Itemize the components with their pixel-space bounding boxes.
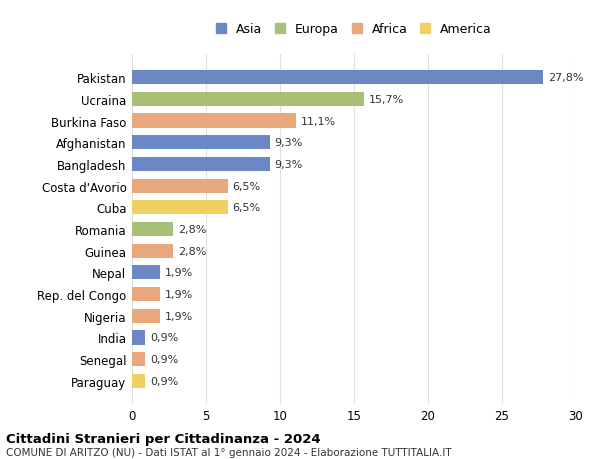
Bar (132, 114, 296, 129)
Legend: Asia, Europa, Africa, America: Asia, Europa, Africa, America (212, 19, 496, 40)
Bar (132, 374, 145, 388)
Bar (132, 330, 145, 345)
Text: 1,9%: 1,9% (164, 290, 193, 299)
Bar (132, 179, 228, 193)
Text: 6,5%: 6,5% (233, 181, 261, 191)
Bar (132, 266, 160, 280)
Text: 27,8%: 27,8% (548, 73, 583, 83)
Text: COMUNE DI ARITZO (NU) - Dati ISTAT al 1° gennaio 2024 - Elaborazione TUTTITALIA.: COMUNE DI ARITZO (NU) - Dati ISTAT al 1°… (6, 447, 452, 457)
Text: 9,3%: 9,3% (274, 138, 302, 148)
Bar (132, 93, 364, 106)
Text: 0,9%: 0,9% (150, 376, 178, 386)
Bar (132, 223, 173, 236)
Bar (132, 287, 160, 302)
Bar (132, 71, 544, 85)
Text: Cittadini Stranieri per Cittadinanza - 2024: Cittadini Stranieri per Cittadinanza - 2… (6, 432, 320, 445)
Text: 11,1%: 11,1% (301, 116, 336, 126)
Bar (132, 244, 173, 258)
Text: 0,9%: 0,9% (150, 333, 178, 343)
Bar (132, 136, 269, 150)
Text: 2,8%: 2,8% (178, 246, 206, 256)
Bar (132, 201, 228, 215)
Text: 6,5%: 6,5% (233, 203, 261, 213)
Text: 9,3%: 9,3% (274, 160, 302, 169)
Bar (132, 353, 145, 366)
Text: 0,9%: 0,9% (150, 354, 178, 364)
Text: 15,7%: 15,7% (369, 95, 404, 105)
Text: 2,8%: 2,8% (178, 224, 206, 235)
Bar (132, 157, 269, 172)
Text: 1,9%: 1,9% (164, 268, 193, 278)
Text: 1,9%: 1,9% (164, 311, 193, 321)
Bar (132, 309, 160, 323)
